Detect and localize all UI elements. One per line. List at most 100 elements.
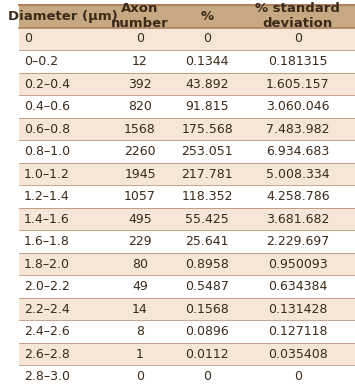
Bar [174, 140, 241, 163]
Text: 1.6–1.8: 1.6–1.8 [24, 235, 70, 248]
Text: 0.634384: 0.634384 [268, 280, 328, 293]
Bar [19, 275, 106, 298]
Text: 0.950093: 0.950093 [268, 258, 328, 271]
Bar [241, 185, 355, 208]
Text: 3.060.046: 3.060.046 [266, 100, 330, 113]
Text: 1057: 1057 [124, 190, 156, 203]
Text: 0.127118: 0.127118 [268, 325, 328, 338]
Bar [106, 140, 174, 163]
Text: 1: 1 [136, 348, 144, 361]
Text: 4.258.786: 4.258.786 [266, 190, 330, 203]
Bar [174, 230, 241, 253]
Bar [106, 50, 174, 73]
Text: 55.425: 55.425 [185, 213, 229, 226]
Text: 0.0896: 0.0896 [185, 325, 229, 338]
Text: Axon
number: Axon number [111, 2, 169, 31]
Bar [19, 28, 106, 50]
Text: 2.2–2.4: 2.2–2.4 [24, 303, 70, 316]
Bar [106, 28, 174, 50]
Bar [241, 140, 355, 163]
Bar [19, 253, 106, 275]
Bar [19, 50, 106, 73]
Text: 2.0–2.2: 2.0–2.2 [24, 280, 70, 293]
Text: %: % [201, 10, 214, 23]
Bar [106, 365, 174, 388]
Bar [19, 118, 106, 140]
Bar [106, 73, 174, 95]
Bar [106, 5, 174, 28]
Text: 1.8–2.0: 1.8–2.0 [24, 258, 70, 271]
Text: 217.781: 217.781 [181, 168, 233, 180]
Bar [241, 343, 355, 365]
Bar [174, 50, 241, 73]
Bar [19, 343, 106, 365]
Text: 820: 820 [128, 100, 152, 113]
Bar [106, 275, 174, 298]
Text: 253.051: 253.051 [181, 145, 233, 158]
Text: 43.892: 43.892 [185, 78, 229, 90]
Text: 49: 49 [132, 280, 148, 293]
Bar [241, 28, 355, 50]
Bar [241, 208, 355, 230]
Bar [19, 140, 106, 163]
Bar [174, 28, 241, 50]
Text: 0.8958: 0.8958 [185, 258, 229, 271]
Bar [106, 320, 174, 343]
Text: 0.6–0.8: 0.6–0.8 [24, 123, 70, 135]
Bar [174, 163, 241, 185]
Bar [174, 320, 241, 343]
Text: 1.4–1.6: 1.4–1.6 [24, 213, 70, 226]
Bar [174, 253, 241, 275]
Text: 0: 0 [294, 370, 302, 383]
Text: 1568: 1568 [124, 123, 156, 135]
Text: 3.681.682: 3.681.682 [266, 213, 329, 226]
Text: 392: 392 [128, 78, 152, 90]
Text: 2.229.697: 2.229.697 [266, 235, 329, 248]
Bar [19, 298, 106, 320]
Bar [174, 5, 241, 28]
Bar [19, 320, 106, 343]
Bar [174, 208, 241, 230]
Text: 5.008.334: 5.008.334 [266, 168, 330, 180]
Text: 495: 495 [128, 213, 152, 226]
Text: 2.8–3.0: 2.8–3.0 [24, 370, 70, 383]
Text: 0.2–0.4: 0.2–0.4 [24, 78, 70, 90]
Bar [19, 185, 106, 208]
Text: 0: 0 [136, 370, 144, 383]
Text: 7.483.982: 7.483.982 [266, 123, 330, 135]
Bar [174, 185, 241, 208]
Text: 1.0–1.2: 1.0–1.2 [24, 168, 70, 180]
Bar [106, 208, 174, 230]
Bar [241, 275, 355, 298]
Bar [174, 298, 241, 320]
Bar [241, 298, 355, 320]
Text: 0: 0 [136, 33, 144, 45]
Text: Diameter (μm): Diameter (μm) [8, 10, 118, 23]
Bar [106, 185, 174, 208]
Bar [174, 118, 241, 140]
Bar [19, 365, 106, 388]
Text: 2.4–2.6: 2.4–2.6 [24, 325, 70, 338]
Text: 1.2–1.4: 1.2–1.4 [24, 190, 70, 203]
Bar [174, 343, 241, 365]
Text: 0.181315: 0.181315 [268, 55, 328, 68]
Text: 2.6–2.8: 2.6–2.8 [24, 348, 70, 361]
Bar [174, 365, 241, 388]
Text: 118.352: 118.352 [181, 190, 233, 203]
Bar [106, 163, 174, 185]
Text: 229: 229 [128, 235, 152, 248]
Bar [106, 95, 174, 118]
Text: 80: 80 [132, 258, 148, 271]
Bar [241, 253, 355, 275]
Text: 1.605.157: 1.605.157 [266, 78, 330, 90]
Text: 0.035408: 0.035408 [268, 348, 328, 361]
Text: 0.1344: 0.1344 [185, 55, 229, 68]
Text: 0: 0 [24, 33, 32, 45]
Text: 25.641: 25.641 [185, 235, 229, 248]
Text: 91.815: 91.815 [185, 100, 229, 113]
Bar [106, 298, 174, 320]
Text: % standard
deviation: % standard deviation [256, 2, 340, 31]
Text: 0: 0 [203, 370, 211, 383]
Bar [241, 320, 355, 343]
Text: 0.4–0.6: 0.4–0.6 [24, 100, 70, 113]
